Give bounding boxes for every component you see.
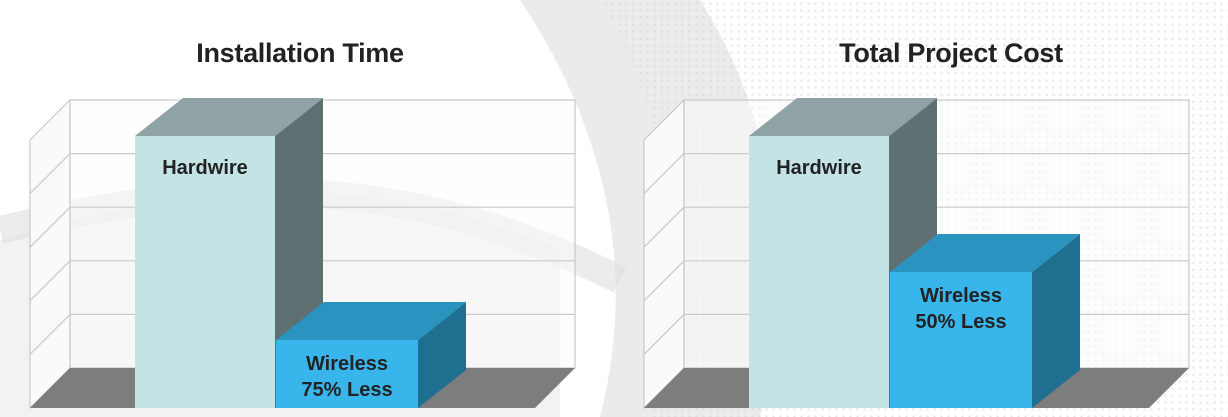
gridline-side [643, 313, 685, 355]
gridline-side [29, 206, 71, 248]
bar-label-wireless: Wireless [306, 353, 388, 375]
bar-label-wireless-note: 50% Less [915, 311, 1006, 333]
bar-label-wireless-note: 75% Less [301, 379, 392, 401]
bar-wireless [890, 272, 1032, 408]
gridline-side [29, 313, 71, 355]
chart-side-wall [29, 98, 71, 410]
chart-title-installation-time: Installation Time [196, 38, 404, 68]
gridline-side [643, 153, 685, 195]
gridline-side [29, 153, 71, 195]
bar-hardwire [135, 136, 275, 408]
bar-hardwire-top [749, 98, 937, 136]
bar-wireless-side [1032, 234, 1080, 408]
bar-wireless-top [890, 234, 1080, 272]
gridline-side [643, 260, 685, 302]
bar-wireless-side [418, 302, 466, 408]
bar-wireless-top [276, 302, 466, 340]
bar-label-hardwire: Hardwire [162, 157, 248, 179]
bar-label-hardwire: Hardwire [776, 157, 862, 179]
chart-side-wall [643, 98, 685, 410]
bar-label-wireless: Wireless [920, 285, 1002, 307]
gridline-side [643, 206, 685, 248]
bar-hardwire-top [135, 98, 323, 136]
bar-wireless [276, 340, 418, 408]
bar-hardwire [749, 136, 889, 408]
gridline-side [29, 260, 71, 302]
installation-time-chart: Hardwire Wireless 75% Less [29, 98, 576, 410]
chart-title-total-project-cost: Total Project Cost [839, 38, 1063, 68]
total-project-cost-chart: Hardwire Wireless 50% Less [643, 98, 1190, 410]
